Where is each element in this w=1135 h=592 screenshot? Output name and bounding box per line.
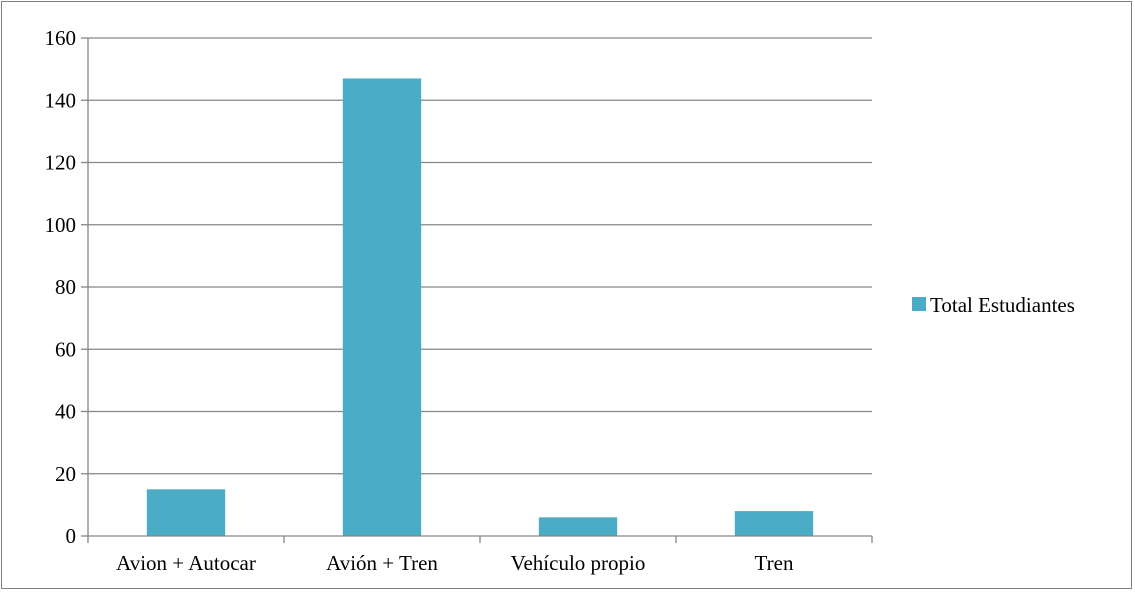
legend-label: Total Estudiantes [930, 293, 1075, 317]
x-tick-label: Avion + Autocar [116, 551, 256, 575]
y-tick-labels: 0 20 40 60 80 100 120 140 160 [45, 26, 77, 548]
y-tick-label: 160 [45, 26, 77, 50]
y-tick-label: 80 [55, 275, 76, 299]
bar-0 [146, 489, 226, 536]
x-tick-label: Avión + Tren [326, 551, 438, 575]
y-tick-label: 140 [45, 88, 77, 112]
x-tick-labels: Avion + Autocar Avión + Tren Vehículo prop… [116, 551, 794, 575]
axes [81, 37, 873, 543]
bar-2 [538, 517, 618, 536]
bar-1 [342, 78, 422, 537]
y-tick-label: 120 [45, 151, 77, 175]
y-tick-label: 40 [55, 400, 76, 424]
y-tick-label: 100 [45, 213, 77, 237]
y-tick-label: 60 [55, 337, 76, 361]
x-tick-label: Tren [755, 551, 794, 575]
y-tick-label: 0 [66, 524, 77, 548]
y-tick-label: 20 [55, 462, 76, 486]
x-tick-label: Vehículo propio [511, 551, 646, 575]
bar-3 [734, 511, 814, 536]
gridlines [88, 37, 872, 475]
legend-swatch [912, 297, 926, 311]
bars [146, 78, 814, 537]
legend: Total Estudiantes [912, 293, 1075, 317]
